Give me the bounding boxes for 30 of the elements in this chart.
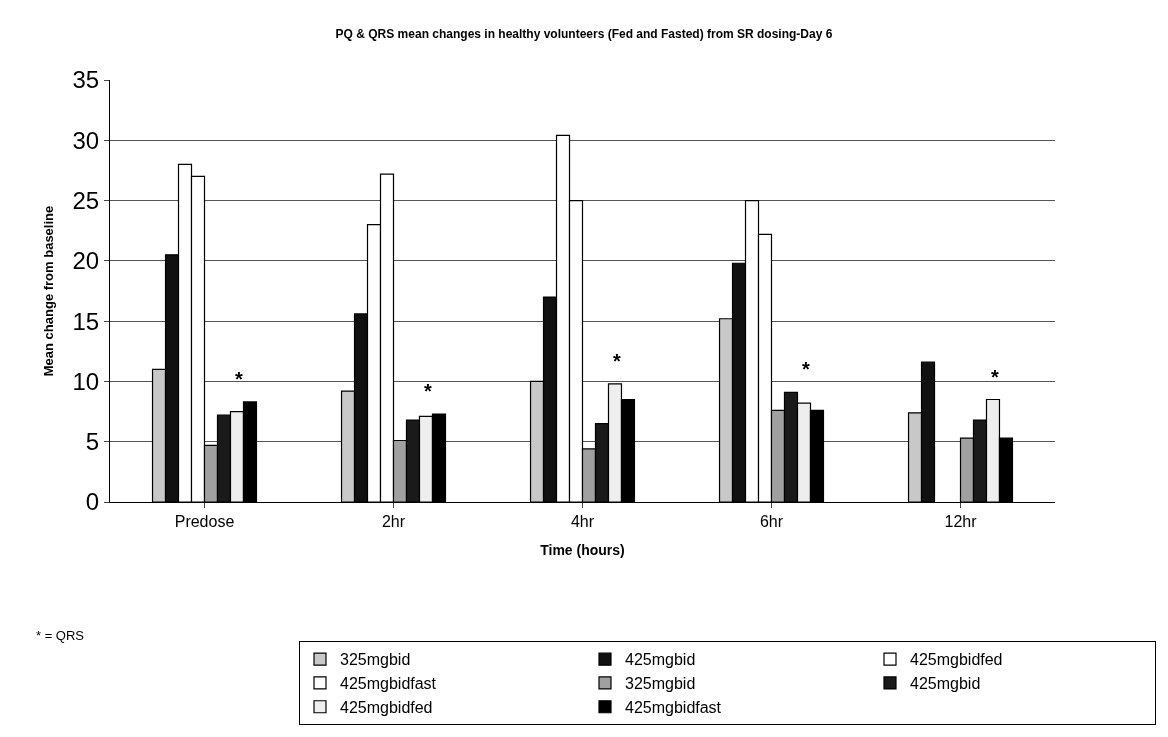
legend-label: 325mgbid: [340, 651, 411, 669]
x-tick-label: 12hr: [944, 513, 978, 531]
annotation: *: [613, 350, 621, 372]
legend-label: 425mgbid: [625, 651, 696, 669]
y-tick-label: 10: [72, 367, 100, 395]
annotation: *: [235, 368, 243, 390]
x-tick-label: 6hr: [759, 513, 784, 531]
y-tick-label: 25: [72, 186, 100, 214]
legend-label: 425mgbidfast: [340, 675, 437, 693]
legend-label: 425mgbidfed: [340, 699, 433, 716]
legend-label: 425mgbidfast: [625, 699, 722, 716]
y-tick-label: 0: [85, 488, 100, 516]
legend-label: 425mgbid: [910, 675, 981, 693]
x-tick-label: 2hr: [381, 513, 406, 531]
y-tick-label: 5: [85, 428, 100, 456]
x-tick-label: Predose: [174, 513, 235, 531]
annotation: *: [802, 358, 810, 380]
annotation: *: [991, 366, 999, 388]
chart-title: PQ & QRS mean changes in healthy volunteers (Fed and Fasted) from SR dosing-Day 6: [335, 26, 833, 41]
legend-label: 325mgbid: [625, 675, 696, 693]
legend-label: 425mgbidfed: [910, 651, 1003, 669]
y-tick-label: 20: [72, 247, 100, 275]
text: * = QRS: [36, 628, 85, 643]
annotation: *: [424, 380, 432, 402]
x-axis-title: Time (hours): [540, 541, 625, 558]
y-axis-title: Mean change from baseline: [41, 205, 57, 377]
y-tick-label: 30: [72, 126, 100, 154]
y-tick-label: 35: [72, 66, 100, 94]
x-tick-label: 4hr: [570, 513, 595, 531]
y-tick-label: 15: [72, 307, 100, 335]
